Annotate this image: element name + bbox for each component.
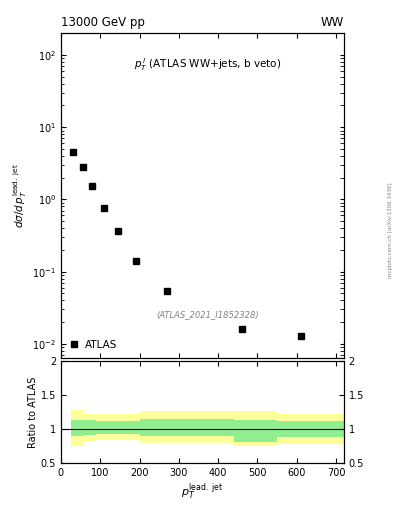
Text: WW: WW bbox=[321, 16, 344, 29]
Y-axis label: Ratio to ATLAS: Ratio to ATLAS bbox=[28, 376, 38, 448]
Legend: ATLAS: ATLAS bbox=[66, 337, 120, 353]
Text: (ATLAS_2021_I1852328): (ATLAS_2021_I1852328) bbox=[157, 310, 259, 319]
Y-axis label: $d\sigma/d\,p_T^{\rm lead.\ jet}$: $d\sigma/d\,p_T^{\rm lead.\ jet}$ bbox=[11, 163, 29, 228]
Text: mcplots.cern.ch [arXiv:1306.3436]: mcplots.cern.ch [arXiv:1306.3436] bbox=[387, 183, 393, 278]
X-axis label: $p_T^{\rm lead.\ jet}$: $p_T^{\rm lead.\ jet}$ bbox=[181, 481, 224, 502]
Text: 13000 GeV pp: 13000 GeV pp bbox=[61, 16, 145, 29]
Text: $p_T^{\,l}$ (ATLAS WW+jets, b veto): $p_T^{\,l}$ (ATLAS WW+jets, b veto) bbox=[134, 56, 282, 73]
